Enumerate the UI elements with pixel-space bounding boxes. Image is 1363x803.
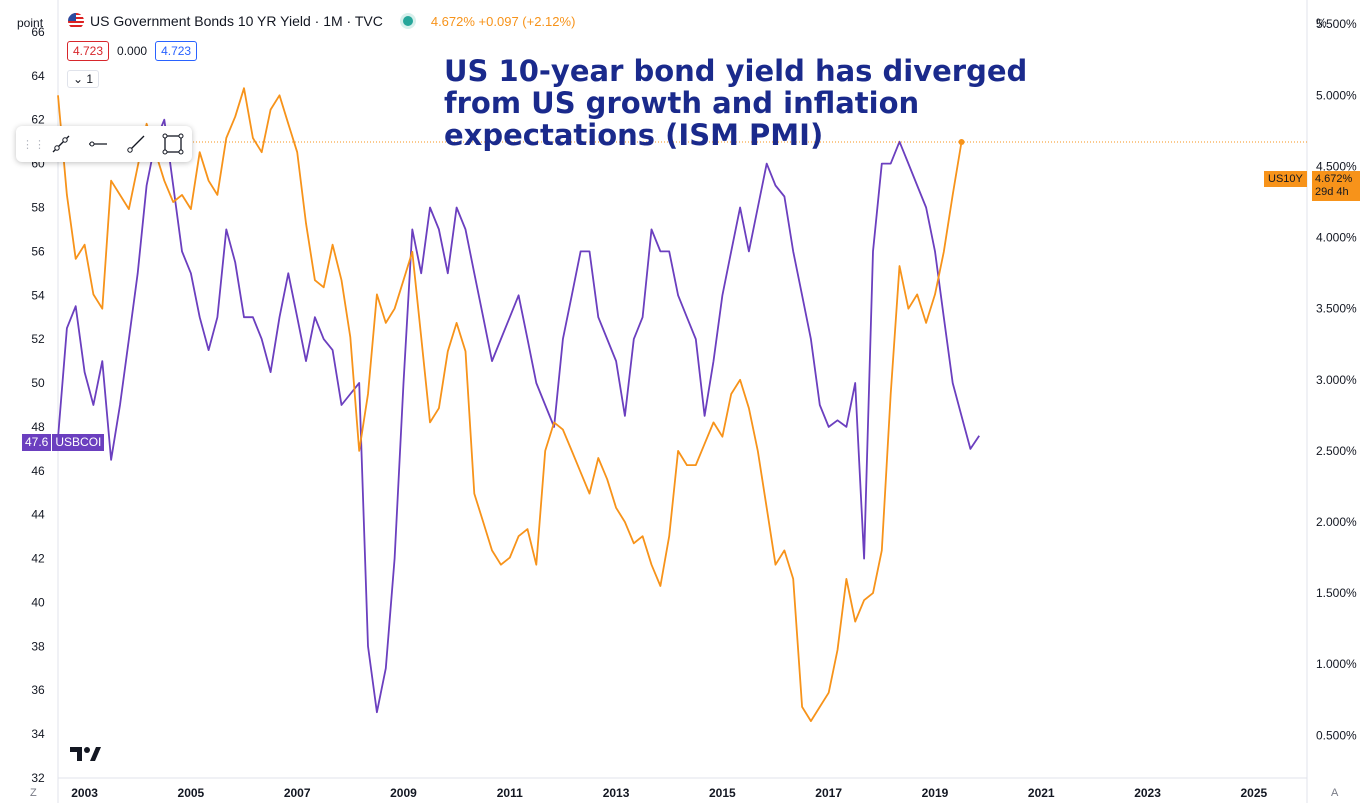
x-tick-label: 2011 [497,786,523,800]
right-tick-label: 0.500% [1316,728,1357,742]
x-tick-label: 2007 [284,786,311,800]
usbcoi-series-line [57,118,980,714]
last-price: 4.672% +0.097 (+2.12%) [430,13,576,29]
right-tick-label: 5.000% [1316,88,1357,102]
usbcoi-last-value: 47.6 [22,434,52,451]
usbcoi-symbol-label: USBCOI [52,434,105,451]
collapse-count: 1 [86,72,94,86]
left-scale-label[interactable]: point [17,16,44,30]
us10y-last-value: 4.672% [1315,173,1353,185]
ray-icon [127,135,145,153]
collapse-legend-button[interactable]: ⌄ 1 [67,70,100,88]
buy-price-box[interactable]: 4.723 [155,41,198,61]
rectangle-tool[interactable] [155,133,193,155]
ohlc-values: 4.723 0.000 4.723 [67,41,198,61]
left-tick-label: 44 [31,508,45,522]
trend-line-tool[interactable] [42,133,80,155]
left-tick-label: 34 [31,727,45,741]
left-tick-label: 50 [31,376,45,390]
left-tick-label: 32 [31,771,45,785]
x-tick-label: 2017 [815,786,842,800]
right-tick-label: 4.000% [1316,231,1357,245]
us10y-value-box: 4.672% 29d 4h [1312,171,1360,201]
left-tick-label: 48 [31,420,45,434]
x-tick-label: 2003 [71,786,98,800]
chevron-down-icon: ⌄ [73,72,84,86]
x-tick-label: 2005 [178,786,205,800]
left-tick-label: 36 [31,683,45,697]
right-scale-label[interactable]: % [1316,16,1327,30]
x-tick-label: 2025 [1240,786,1267,800]
market-open-icon [402,16,413,26]
x-tick-label: 2021 [1028,786,1055,800]
x-tick-label: 2023 [1134,786,1161,800]
drag-handle-icon[interactable]: ⋮⋮ [22,138,46,151]
x-tick-label: 2009 [390,786,417,800]
us-flag-icon [68,13,84,29]
trend-line-icon [52,135,70,153]
left-tick-label: 40 [31,595,45,609]
sell-price-box[interactable]: 4.723 [67,41,110,61]
right-tick-label: 2.000% [1316,515,1357,529]
usbcoi-price-tag: 47.6 USBCOI [22,434,105,451]
us10y-symbol-label: US10Y [1264,171,1307,187]
left-tick-label: 56 [31,244,45,258]
horizontal-line-icon [89,141,108,147]
us10y-countdown: 29d 4h [1315,186,1349,198]
ray-tool[interactable] [117,133,155,155]
spread-value: 0.000 [117,44,148,58]
left-tick-label: 46 [31,464,45,478]
left-tick-label: 64 [31,69,45,83]
tradingview-logo-icon[interactable] [70,745,102,763]
right-tick-label: 3.500% [1316,302,1357,316]
horizontal-line-tool[interactable] [80,133,118,155]
right-tick-label: 2.500% [1316,444,1357,458]
symbol-legend: US Government Bonds 10 YR Yield · 1M · T… [68,13,575,29]
left-tick-label: 52 [31,332,45,346]
left-tick-label: 54 [31,288,45,302]
chart-headline: US 10-year bond yield has diverged from … [444,54,1028,152]
x-tick-label: 2013 [603,786,630,800]
right-tick-label: 1.500% [1316,586,1357,600]
right-tick-label: 1.000% [1316,657,1357,671]
left-tick-label: 38 [31,639,45,653]
left-tick-label: 66 [31,25,45,39]
x-tick-label: 2019 [922,786,949,800]
left-tick-label: 58 [31,200,45,214]
symbol-title[interactable]: US Government Bonds 10 YR Yield · 1M · T… [90,13,383,29]
us10y-last-point [958,138,965,145]
right-tick-label: 4.500% [1316,159,1357,173]
right-tick-label: 5.500% [1316,17,1357,31]
right-tick-label: 3.000% [1316,373,1357,387]
left-tick-label: 62 [31,113,45,127]
us10y-series-line [57,87,963,722]
zoom-reset-button[interactable]: Z [30,787,37,799]
x-tick-label: 2015 [709,786,736,800]
auto-scale-button[interactable]: A [1331,787,1339,799]
drawing-toolbar: ⋮⋮ [16,126,192,162]
left-tick-label: 42 [31,552,45,566]
rectangle-icon [162,133,184,155]
